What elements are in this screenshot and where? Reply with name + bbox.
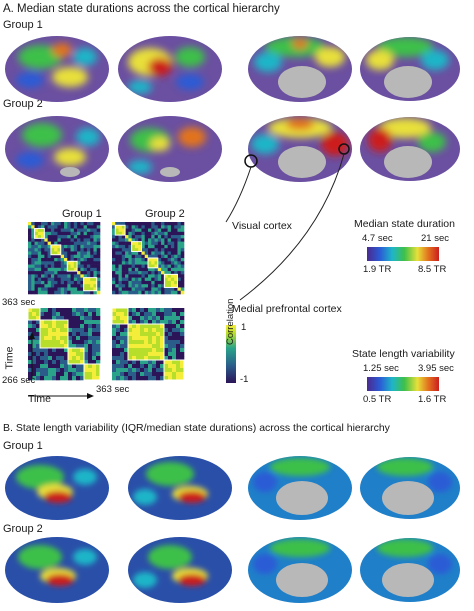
- legend-variability-sec-high: 3.95 sec: [418, 363, 454, 374]
- colorbar-max: 1: [241, 322, 247, 333]
- colorbar-min: -1: [240, 374, 249, 385]
- panel-a-title: A. Median state durations across the cor…: [3, 3, 280, 15]
- time-266: 266 sec: [2, 375, 36, 386]
- legend-variability-tr-high: 1.6 TR: [418, 394, 447, 405]
- matrix-group1-bottom: [28, 307, 101, 381]
- group2-lateral-right: [118, 116, 222, 182]
- panel-b-title: B. State length variability (IQR/median …: [3, 422, 390, 434]
- matrix-group2-top: [112, 222, 185, 295]
- group1-medial-right: [360, 37, 460, 101]
- legend-median-colorbar: [367, 247, 439, 261]
- legend-median-sec-low: 4.7 sec: [362, 233, 393, 244]
- b-group2-lateral-right: [128, 537, 232, 603]
- panel-a-brain-svg: [5, 36, 460, 182]
- legend-variability-sec-low: 1.25 sec: [363, 363, 399, 374]
- group1-lateral-right: [118, 36, 222, 102]
- panel-a-group2-label: Group 2: [3, 98, 43, 110]
- panel-b-group2-label: Group 2: [3, 523, 43, 535]
- group1-lateral-left: [5, 36, 109, 102]
- mpfc-label: Medial prefrontal cortex: [232, 303, 342, 315]
- b-group1-lateral-left: [5, 456, 109, 520]
- b-group1-medial-right: [360, 457, 460, 519]
- time-363-left: 363 sec: [2, 297, 36, 308]
- b-group1-medial-left: [248, 456, 352, 520]
- panel-b-brain-maps: [0, 452, 474, 611]
- time-363-bottom: 363 sec: [96, 384, 130, 395]
- b-group2-medial-right: [360, 538, 460, 602]
- panel-a-brain-maps: [0, 32, 474, 192]
- group2-lateral-left: [5, 116, 109, 182]
- legend-variability-title: State length variability: [352, 348, 455, 360]
- legend-variability-colorbar: [367, 377, 439, 391]
- correlation-colorbar: [226, 325, 236, 383]
- time-axis-y-label: Time: [3, 346, 16, 370]
- matrix-group2-label: Group 2: [145, 208, 185, 220]
- matrix-group1-label: Group 1: [62, 208, 102, 220]
- legend-median-tr-high: 8.5 TR: [418, 264, 447, 275]
- matrix-group2-bottom: [111, 307, 185, 381]
- group1-medial-left: [248, 36, 352, 102]
- colorbar-label: Correlation: [225, 298, 236, 345]
- panel-b-brain-svg: [5, 456, 460, 603]
- panel-a-group1-label: Group 1: [3, 19, 43, 31]
- b-group2-medial-left: [248, 537, 352, 603]
- panel-b-group1-label: Group 1: [3, 440, 43, 452]
- legend-median-title: Median state duration: [354, 218, 455, 230]
- correlation-matrices: [28, 222, 185, 381]
- legend-median-tr-low: 1.9 TR: [363, 264, 392, 275]
- legend-median-sec-high: 21 sec: [421, 233, 449, 244]
- visual-cortex-label: Visual cortex: [232, 220, 292, 232]
- b-group2-lateral-left: [5, 537, 109, 603]
- group2-medial-right: [360, 117, 460, 181]
- group2-medial-left: [248, 116, 352, 182]
- legend-variability-tr-low: 0.5 TR: [363, 394, 392, 405]
- b-group1-lateral-right: [128, 456, 232, 520]
- time-arrows: [28, 332, 94, 399]
- matrix-group1-top: [28, 222, 101, 295]
